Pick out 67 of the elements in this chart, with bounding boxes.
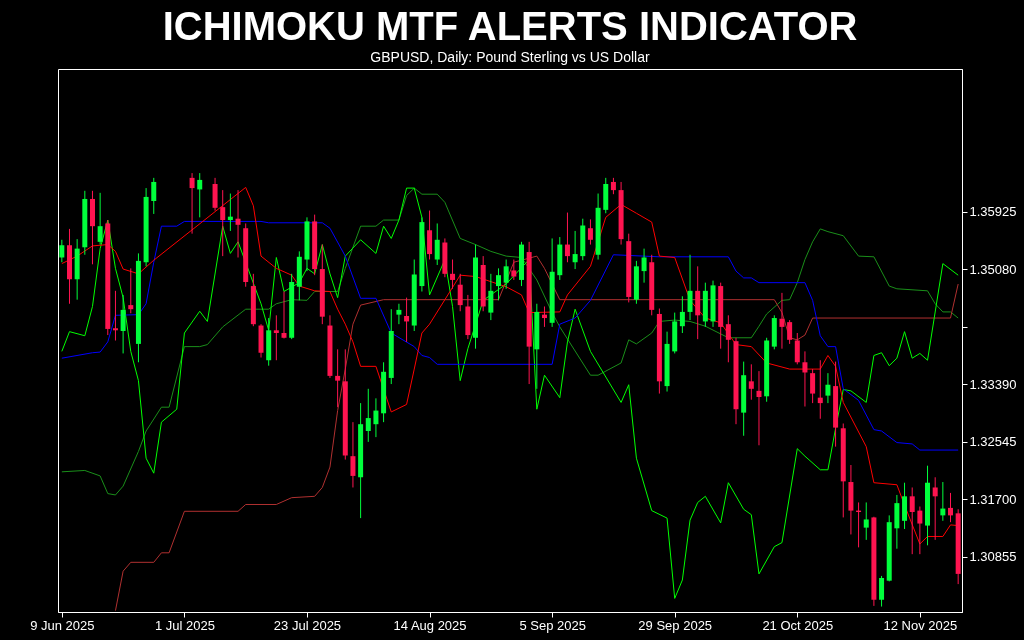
candlestick — [197, 172, 203, 218]
y-tick-label: 1.35925 — [969, 204, 1017, 220]
candlestick — [434, 222, 440, 266]
x-tick-label: 23 Jul 2025 — [273, 617, 342, 633]
candlestick — [189, 172, 195, 235]
candlestick — [794, 332, 800, 365]
candlestick — [128, 267, 134, 314]
candlestick — [810, 368, 816, 404]
candlestick — [112, 290, 118, 341]
candlestick — [335, 348, 341, 408]
candlestick — [572, 230, 578, 270]
candlestick — [932, 476, 938, 541]
candlestick — [457, 273, 463, 312]
x-tick-label: 1 Jul 2025 — [154, 617, 215, 633]
candlestick — [151, 177, 157, 215]
candlestick — [496, 267, 502, 301]
candlestick — [120, 294, 126, 354]
candlestick — [756, 370, 762, 446]
x-tick-label: 9 Jun 2025 — [30, 617, 95, 633]
candlestick — [97, 192, 103, 246]
x-tick-label: 14 Aug 2025 — [393, 617, 467, 633]
candlestick — [235, 189, 241, 258]
y-tick-label: 1.31700 — [969, 491, 1017, 507]
candlestick — [687, 254, 693, 321]
candlestick — [281, 291, 287, 339]
candlestick — [450, 259, 456, 290]
candlestick — [564, 212, 570, 263]
candlestick — [488, 273, 494, 321]
candlestick — [373, 397, 379, 438]
chart-title: ICHIMOKU MTF ALERTS INDICATOR — [162, 4, 858, 48]
candlestick — [212, 177, 218, 212]
candlestick — [427, 210, 433, 261]
candlestick — [404, 297, 410, 343]
line-series — [61, 220, 959, 451]
x-tick-label: 21 Oct 2025 — [762, 617, 834, 633]
candlestick — [787, 319, 793, 345]
y-tick-label: 1.32545 — [969, 434, 1017, 450]
candlestick — [273, 314, 279, 361]
y-tick-label: 1.30855 — [969, 549, 1017, 565]
x-tick-label: 29 Sep 2025 — [638, 617, 713, 633]
candlestick — [641, 248, 647, 284]
candlestick — [863, 501, 869, 541]
candlestick — [350, 421, 356, 488]
candlestick — [879, 575, 885, 608]
candlestick — [817, 359, 823, 420]
candlestick — [802, 350, 808, 407]
line-series — [114, 255, 959, 612]
chart-subtitle: GBPUSD, Daily: Pound Sterling vs US Dollar — [370, 49, 650, 65]
candlestick — [587, 218, 593, 246]
x-tick-label: 12 Nov 2025 — [883, 617, 958, 633]
candlestick — [948, 492, 954, 523]
candlestick — [779, 292, 785, 350]
candlestick — [825, 372, 831, 404]
candlestick — [503, 259, 509, 290]
y-tick-label: 1.35080 — [969, 261, 1017, 277]
candlestick — [59, 239, 65, 263]
candlestick — [748, 363, 754, 401]
candlestick — [909, 486, 915, 555]
y-tick-label: 1.33390 — [969, 376, 1017, 392]
candlestick — [511, 259, 517, 281]
x-tick-label: 5 Sep 2025 — [519, 617, 586, 633]
candlestick — [917, 506, 923, 555]
candlestick — [220, 189, 226, 257]
candlestick — [725, 314, 731, 363]
candlestick — [679, 295, 685, 334]
candlestick — [365, 388, 371, 443]
candlestick — [396, 303, 402, 325]
